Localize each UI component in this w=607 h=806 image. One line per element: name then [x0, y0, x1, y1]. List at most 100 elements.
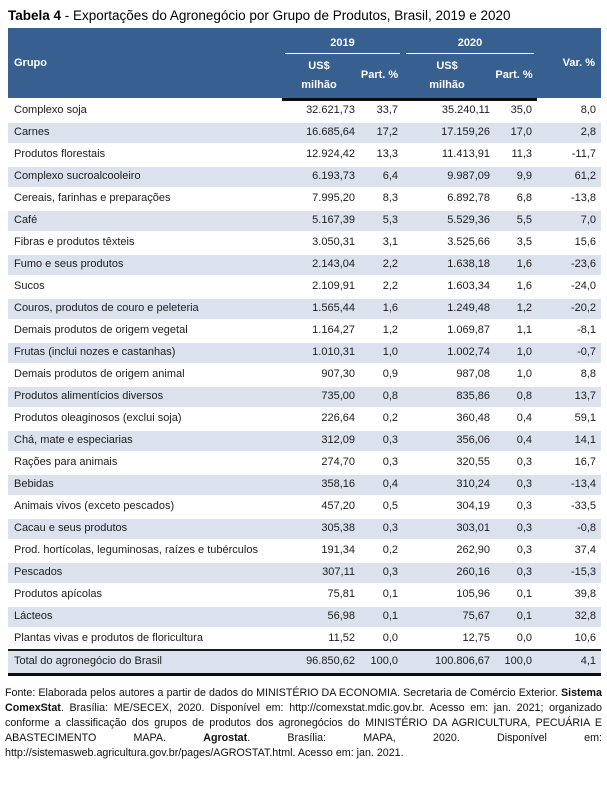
table-row: Bebidas 358,16 0,4 310,24 0,3 -13,4: [8, 472, 602, 496]
column-header-part-2019: Part. %: [360, 54, 404, 101]
table-row: Demais produtos de origem vegetal 1.164,…: [8, 318, 602, 342]
row-usd-2019: 2.109,91: [282, 274, 360, 298]
total-label: Total do agronegócio do Brasil: [8, 648, 282, 676]
row-part-2020: 0,4: [495, 428, 538, 452]
row-usd-2019: 305,38: [282, 516, 360, 540]
row-var: 59,1: [537, 406, 602, 430]
row-group-label: Fumo e seus produtos: [8, 252, 282, 276]
table-row: Pescados 307,11 0,3 260,16 0,3 -15,3: [8, 560, 602, 584]
row-part-2019: 0,2: [360, 538, 404, 562]
row-group-label: Complexo sucroalcooleiro: [8, 164, 282, 188]
row-part-2020: 0,3: [495, 538, 538, 562]
table-row: Cereais, farinhas e preparações 7.995,20…: [8, 186, 602, 210]
row-part-2019: 0,1: [360, 604, 404, 628]
row-group-label: Pescados: [8, 560, 282, 584]
table-row: Fibras e produtos têxteis 3.050,31 3,1 3…: [8, 230, 602, 254]
row-group-label: Chá, mate e especiarias: [8, 428, 282, 452]
table-row: Produtos alimentícios diversos 735,00 0,…: [8, 384, 602, 408]
table-row: Fumo e seus produtos 2.143,04 2,2 1.638,…: [8, 252, 602, 276]
table-footer: Total do agronegócio do Brasil 96.850,62…: [8, 648, 602, 676]
year-2020-label: 2020: [406, 28, 535, 54]
row-part-2020: 0,4: [495, 406, 538, 430]
row-var: 61,2: [537, 164, 602, 188]
row-part-2019: 0,3: [360, 428, 404, 452]
row-part-2019: 2,2: [360, 274, 404, 298]
row-part-2020: 1,6: [495, 252, 538, 276]
row-part-2019: 13,3: [360, 142, 404, 166]
row-group-label: Carnes: [8, 120, 282, 144]
row-part-2019: 0,3: [360, 560, 404, 584]
row-usd-2019: 274,70: [282, 450, 360, 474]
row-var: -0,7: [537, 340, 602, 364]
usd-label-line1: US$: [436, 59, 458, 72]
row-usd-2020: 3.525,66: [403, 230, 496, 254]
row-usd-2019: 226,64: [282, 406, 360, 430]
row-part-2020: 0,8: [495, 384, 538, 408]
row-group-label: Cacau e seus produtos: [8, 516, 282, 540]
total-part-2020: 100,0: [495, 648, 538, 676]
row-usd-2019: 5.167,39: [282, 208, 360, 232]
row-usd-2019: 56,98: [282, 604, 360, 628]
row-usd-2019: 12.924,42: [282, 142, 360, 166]
table-row: Café 5.167,39 5,3 5.529,36 5,5 7,0: [8, 208, 602, 232]
row-part-2020: 0,1: [495, 604, 538, 628]
row-var: 16,7: [537, 450, 602, 474]
row-group-label: Plantas vivas e produtos de floricultura: [8, 626, 282, 650]
row-usd-2020: 75,67: [403, 604, 496, 628]
row-group-label: Sucos: [8, 274, 282, 298]
row-var: 14,1: [537, 428, 602, 452]
row-part-2019: 3,1: [360, 230, 404, 254]
row-usd-2020: 9.987,09: [403, 164, 496, 188]
row-part-2020: 9,9: [495, 164, 538, 188]
row-part-2019: 0,3: [360, 516, 404, 540]
table-body: Complexo soja 32.621,73 33,7 35.240,11 3…: [8, 98, 602, 650]
row-group-label: Prod. hortícolas, leguminosas, raízes e …: [8, 538, 282, 562]
column-header-usd-2020: US$ milhão: [403, 54, 496, 101]
row-var: 39,8: [537, 582, 602, 606]
row-part-2020: 0,3: [495, 494, 538, 518]
row-usd-2020: 360,48: [403, 406, 496, 430]
column-header-grupo: Grupo: [8, 28, 282, 99]
row-usd-2019: 1.565,44: [282, 296, 360, 320]
row-var: 13,7: [537, 384, 602, 408]
row-usd-2019: 191,34: [282, 538, 360, 562]
row-group-label: Produtos apícolas: [8, 582, 282, 606]
row-usd-2019: 457,20: [282, 494, 360, 518]
row-usd-2020: 11.413,91: [403, 142, 496, 166]
table-row: Produtos apícolas 75,81 0,1 105,96 0,1 3…: [8, 582, 602, 606]
total-part-2019: 100,0: [360, 648, 404, 676]
table-row: Lácteos 56,98 0,1 75,67 0,1 32,8: [8, 604, 602, 628]
row-var: -11,7: [537, 142, 602, 166]
row-usd-2020: 987,08: [403, 362, 496, 386]
row-part-2019: 0,1: [360, 582, 404, 606]
table-row: Prod. hortícolas, leguminosas, raízes e …: [8, 538, 602, 562]
table-title-text: - Exportações do Agronegócio por Grupo d…: [61, 8, 511, 23]
row-part-2019: 0,3: [360, 450, 404, 474]
row-usd-2019: 11,52: [282, 626, 360, 650]
row-usd-2020: 1.069,87: [403, 318, 496, 342]
row-usd-2020: 262,90: [403, 538, 496, 562]
row-part-2019: 1,6: [360, 296, 404, 320]
row-part-2020: 0,3: [495, 560, 538, 584]
page: Tabela 4 - Exportações do Agronegócio po…: [5, 8, 602, 759]
row-part-2019: 5,3: [360, 208, 404, 232]
row-usd-2019: 75,81: [282, 582, 360, 606]
row-part-2019: 2,2: [360, 252, 404, 276]
row-group-label: Produtos florestais: [8, 142, 282, 166]
row-usd-2020: 304,19: [403, 494, 496, 518]
row-usd-2020: 835,86: [403, 384, 496, 408]
row-part-2020: 0,3: [495, 516, 538, 540]
row-part-2020: 11,3: [495, 142, 538, 166]
row-part-2020: 0,0: [495, 626, 538, 650]
table-row: Animais vivos (exceto pescados) 457,20 0…: [8, 494, 602, 518]
row-usd-2020: 5.529,36: [403, 208, 496, 232]
row-var: 32,8: [537, 604, 602, 628]
row-var: -13,4: [537, 472, 602, 496]
row-group-label: Fibras e produtos têxteis: [8, 230, 282, 254]
table-row: Rações para animais 274,70 0,3 320,55 0,…: [8, 450, 602, 474]
table-row: Couros, produtos de couro e peleteria 1.…: [8, 296, 602, 320]
row-part-2019: 0,0: [360, 626, 404, 650]
row-usd-2019: 907,30: [282, 362, 360, 386]
row-group-label: Demais produtos de origem animal: [8, 362, 282, 386]
row-group-label: Produtos alimentícios diversos: [8, 384, 282, 408]
